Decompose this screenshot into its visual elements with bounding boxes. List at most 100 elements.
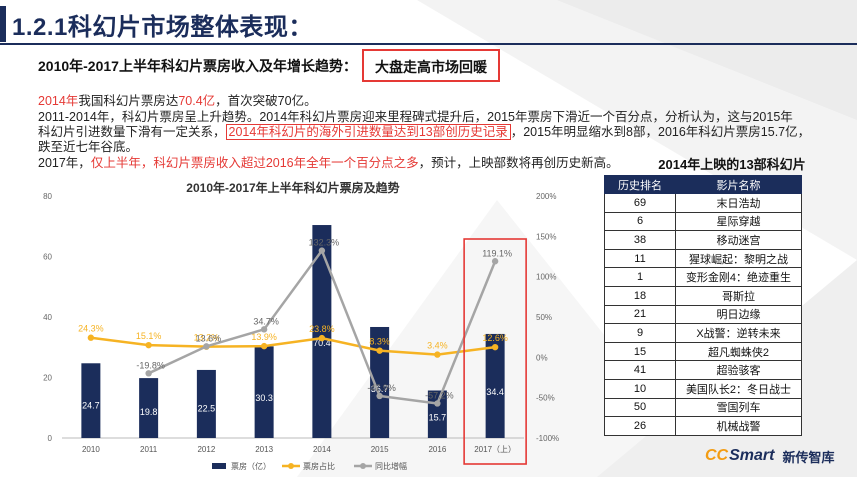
y-tick-label: 0 xyxy=(48,434,53,443)
bar-value-label: 22.5 xyxy=(198,403,216,413)
legend-label: 同比增幅 xyxy=(375,461,407,471)
bar xyxy=(370,326,390,438)
bar-value-label: 19.8 xyxy=(140,407,158,417)
rank-cell: 41 xyxy=(604,360,676,380)
share-marker xyxy=(260,342,268,350)
share-marker xyxy=(318,334,326,342)
legend-swatch xyxy=(212,463,226,469)
point-label: 132.3% xyxy=(309,238,340,248)
bar-value-label: 34.4 xyxy=(486,387,504,397)
paragraph-line: 科幻片引进数量下滑有一定关系， 2014年科幻片的海外引进数量达到13部创历史记录… xyxy=(38,124,811,140)
x-tick-label: 2011 xyxy=(140,445,158,454)
growth-marker xyxy=(203,343,210,350)
section-subtitle: 2010年-2017上半年科幻片票房收入及年增长趋势： xyxy=(38,58,357,74)
rank-cell: 1 xyxy=(604,267,676,287)
legend-label: 票房占比 xyxy=(303,461,335,471)
x-tick-label: 2013 xyxy=(255,445,273,454)
point-label: -57.2% xyxy=(425,390,454,400)
title-cell: 机械战警 xyxy=(675,416,802,436)
bar xyxy=(485,333,505,438)
chart-title: 2010年-2017年上半年科幻片票房及趋势 xyxy=(186,180,399,195)
point-label: 13.6% xyxy=(196,333,222,343)
bar xyxy=(196,369,216,438)
rank-cell: 26 xyxy=(604,416,676,436)
x-tick-label: 2016 xyxy=(428,445,446,454)
bar-value-label: 36.7 xyxy=(371,384,389,394)
rank-cell: 6 xyxy=(604,211,676,232)
films-table: 历史排名 影片名称 69 末日浩劫 6 星际穿越 38 移动迷宫 11 猩球崛起：黎明之战 1 变… xyxy=(604,175,802,436)
title-cell: 猩球崛起：黎明之战 xyxy=(675,248,802,269)
growth-marker xyxy=(260,326,268,333)
rank-cell: 9 xyxy=(604,323,676,343)
rank-cell: 50 xyxy=(604,397,676,418)
point-label: -47.9% xyxy=(367,383,396,393)
point-label: 119.1% xyxy=(482,248,512,258)
paragraph-line: 2017年，仅上半年，科幻片票房收入超过2016年全年一个百分点之多，预计，上映… xyxy=(38,156,619,170)
bar-value-label: 24.7 xyxy=(82,400,100,410)
paragraph-line: 2014年我国科幻片票房达70.4亿，首次突破70亿。 xyxy=(38,94,317,108)
paragraph-line: 2011-2014年，科幻片票房呈上升趋势。2014年科幻片票房迎来里程碑式提升… xyxy=(38,110,793,124)
x-tick-label: 2015 xyxy=(371,445,389,454)
rank-cell: 21 xyxy=(604,304,676,325)
title-cell: 星际穿越 xyxy=(675,211,802,232)
brand-logo: CC Smart 新传智库 xyxy=(705,447,835,465)
y2-tick-label: -100% xyxy=(536,434,559,443)
table-row: 1 变形金刚4：绝迹重生 xyxy=(604,267,802,287)
share-marker xyxy=(491,343,499,351)
y-tick-label: 40 xyxy=(43,313,52,322)
share-marker xyxy=(376,347,383,354)
bar-value-label: 70.4 xyxy=(313,338,331,348)
y2-tick-label: 0% xyxy=(536,353,548,362)
growth-marker xyxy=(491,258,499,265)
rank-cell: 11 xyxy=(604,248,676,269)
legend-label: 票房（亿） xyxy=(231,461,271,471)
y-tick-label: 80 xyxy=(43,192,52,201)
rank-cell: 18 xyxy=(604,285,676,306)
x-tick-label: 2010 xyxy=(82,445,100,454)
growth-marker xyxy=(434,400,441,407)
table-row: 69 末日浩劫 xyxy=(604,193,802,213)
point-label: 15.1% xyxy=(136,331,162,341)
point-label: 13.2% xyxy=(194,333,220,343)
share-marker xyxy=(145,341,152,349)
header-accent-bar xyxy=(0,6,6,42)
table-row: 50 雪国列车 xyxy=(604,397,802,418)
header-divider xyxy=(0,43,857,45)
table-row: 18 哥斯拉 xyxy=(604,285,802,306)
table-row: 11 猩球崛起：黎明之战 xyxy=(604,248,802,269)
y2-tick-label: 150% xyxy=(536,232,556,241)
table-row: 15 超凡蜘蛛侠2 xyxy=(604,341,802,362)
box-office-chart: 2010年-2017年上半年科幻片票房及趋势 0 20 40 60 80 -100% -50%… xyxy=(0,176,600,477)
point-label: 34.7% xyxy=(253,316,279,326)
title-cell: 超凡蜘蛛侠2 xyxy=(675,341,802,362)
bar-value-label: 15.7 xyxy=(429,413,447,423)
title-cell: 变形金刚4：绝迹重生 xyxy=(675,267,802,287)
rank-cell: 69 xyxy=(604,193,676,213)
y2-tick-label: 100% xyxy=(536,273,556,282)
x-tick-label: 2017（上） xyxy=(474,445,516,454)
bar xyxy=(312,225,332,438)
title-cell: 美国队长2：冬日战士 xyxy=(675,378,802,399)
bar-value-label: 30.3 xyxy=(255,393,273,403)
x-tick-label: 2012 xyxy=(197,445,215,454)
bar xyxy=(254,346,274,438)
table-row: 21 明日边缘 xyxy=(604,304,802,325)
table-title: 2014年上映的13部科幻片 xyxy=(658,157,806,172)
bar xyxy=(81,363,101,438)
title-cell: 雪国列车 xyxy=(675,397,802,418)
bar xyxy=(139,378,159,438)
point-label: 24.3% xyxy=(78,324,104,334)
point-label: 23.8% xyxy=(309,324,335,334)
point-label: 8.3% xyxy=(369,337,390,347)
y2-tick-label: -50% xyxy=(536,394,555,403)
y-tick-label: 60 xyxy=(43,253,52,262)
col-title-header: 影片名称 xyxy=(675,175,802,194)
title-cell: 末日浩劫 xyxy=(675,193,802,213)
legend-marker xyxy=(360,463,366,469)
subtitle-highlight: 大盘走高市场回暖 xyxy=(362,49,500,82)
highlight-frame xyxy=(463,238,527,465)
table-row: 26 机械战警 xyxy=(604,416,802,436)
x-tick-label: 2014 xyxy=(313,445,331,454)
title-cell: 明日边缘 xyxy=(675,304,802,325)
slide-header: 1.2.1科幻片市场整体表现： xyxy=(0,0,857,46)
